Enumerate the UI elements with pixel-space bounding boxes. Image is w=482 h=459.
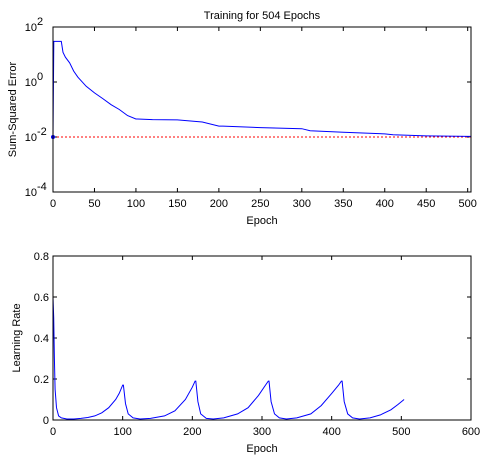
y-tick-exponent: -2 (37, 126, 47, 138)
x-tick-label: 200 (210, 198, 228, 210)
x-tick-label: 200 (183, 426, 201, 438)
y-tick-label: 10 (25, 77, 37, 89)
plot-area (52, 296, 405, 420)
y-tick-label: 10 (25, 187, 37, 199)
x-tick-label: 100 (127, 198, 145, 210)
x-tick-label: 0 (50, 198, 56, 210)
y-axis-label: Learning Rate (11, 303, 23, 372)
x-tick-label: 400 (322, 426, 340, 438)
x-tick-label: 500 (459, 198, 477, 210)
tick-group: 0 50 100 150 200 250 300 350 400 450 50010-410-210… (25, 16, 477, 210)
x-tick-label: 250 (251, 198, 269, 210)
y-tick-exponent: -4 (37, 181, 47, 193)
chart-title: Training for 504 Epochs (204, 10, 321, 22)
y-tick-label: 0.8 (34, 251, 49, 263)
y-tick-label: 0.2 (34, 374, 49, 386)
axes-frame (52, 255, 472, 421)
x-tick-label: 400 (376, 198, 394, 210)
series-line (52, 296, 405, 420)
series-line (52, 40, 471, 138)
y-tick-label: 10 (25, 132, 37, 144)
x-tick-label: 300 (253, 426, 271, 438)
y-tick-label: 0 (43, 415, 49, 427)
x-tick-label: 500 (392, 426, 410, 438)
x-tick-label: 0 (50, 426, 56, 438)
tick-group: 0 100 200 300 400 500 600 0 0.2 0.4 0.6 0.8 (34, 251, 480, 438)
top-chart: Training for 504 Epochs Sum-Squared Erro… (7, 10, 477, 227)
x-axis-label: Epoch (246, 215, 277, 227)
y-tick-label: 0.6 (34, 292, 49, 304)
y-tick-exponent: 0 (37, 71, 43, 83)
y-tick-label: 0.4 (34, 333, 49, 345)
y-axis-label: Sum-Squared Error (7, 61, 19, 157)
x-tick-label: 50 (88, 198, 100, 210)
bottom-chart: Learning Rate Epoch 0 100 200 300 400 500 6000… (11, 251, 480, 455)
x-tick-label: 300 (293, 198, 311, 210)
x-tick-label: 150 (168, 198, 186, 210)
x-tick-label: 450 (417, 198, 435, 210)
x-tick-label: 600 (462, 426, 480, 438)
x-tick-label: 100 (113, 426, 131, 438)
plot-area (51, 40, 471, 139)
x-tick-label: 350 (334, 198, 352, 210)
axes-frame (52, 26, 472, 193)
y-tick-exponent: 2 (37, 16, 43, 28)
x-axis-label: Epoch (246, 443, 277, 455)
y-tick-label: 10 (25, 22, 37, 34)
